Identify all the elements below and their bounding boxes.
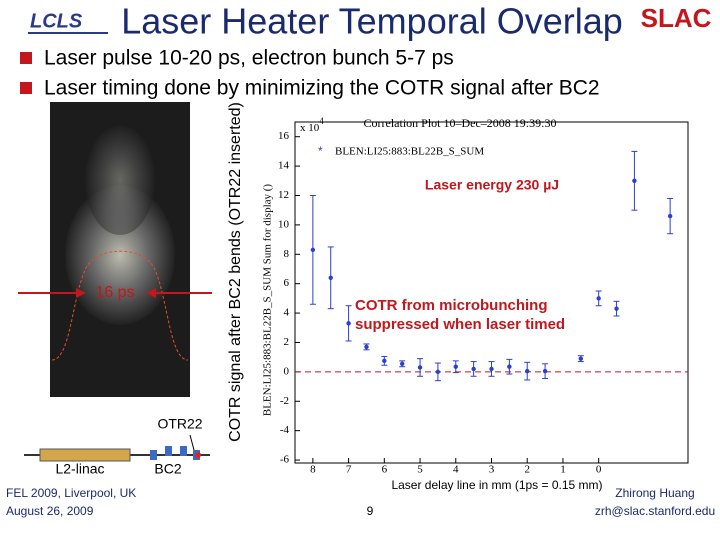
y-scale-base: x 10: [300, 122, 320, 134]
dipole: [165, 446, 172, 456]
data-point: [399, 361, 405, 366]
y-tick-label: 8: [284, 248, 290, 260]
arrow-head: [146, 288, 156, 298]
data-point: [382, 358, 387, 364]
x-tick-label: 2: [524, 464, 530, 476]
page-number: 9: [367, 504, 374, 518]
chart-title: Correlation Plot 10–Dec–2008 19:39:30: [364, 116, 557, 130]
y-tick-label: -6: [280, 454, 290, 466]
data-point: [507, 364, 512, 369]
data-point: [364, 344, 369, 350]
data-point: [632, 178, 637, 183]
data-point: [596, 296, 601, 301]
slide-title: Laser Heater Temporal Overlap: [121, 1, 623, 42]
data-point: [667, 213, 673, 219]
logo-right: SLAC: [641, 3, 712, 33]
data-point: [435, 369, 441, 375]
data-point: [310, 247, 316, 253]
chicane-label: BC2: [154, 461, 181, 477]
y-tick-label: 14: [278, 160, 290, 172]
x-tick-label: 4: [453, 464, 459, 476]
chart-y-label: BLEN:LI25:883:BL22B_S_SUM Sum for displa…: [262, 184, 274, 417]
dipole: [180, 446, 187, 456]
y-scale: x 104: [300, 116, 324, 133]
legend-marker: *: [318, 144, 323, 158]
beam-halo: [85, 125, 155, 235]
data-point: [471, 366, 476, 372]
y-tick-label: -4: [280, 424, 290, 436]
y-tick-label: 2: [284, 336, 290, 348]
y-tick-label: -2: [280, 395, 289, 407]
data-point: [328, 275, 333, 281]
data-point: [417, 365, 423, 370]
y-tick-label: 16: [278, 130, 290, 142]
x-tick-label: 8: [310, 464, 316, 476]
x-tick-label: 0: [596, 464, 602, 476]
x-axis-label: Laser delay line in mm (1ps = 0.15 mm): [391, 478, 602, 492]
bullet-icon: [20, 52, 32, 64]
data-point: [525, 368, 530, 374]
x-tick-label: 7: [346, 464, 352, 476]
annotation: COTR from microbunching suppressed when …: [355, 297, 566, 333]
data-point: [453, 364, 458, 369]
data-point: [614, 306, 619, 311]
outer-y-label: COTR signal after BC2 bends (OTR22 inser…: [227, 102, 244, 442]
x-tick-label: 3: [489, 464, 495, 476]
y-tick-label: 12: [278, 189, 289, 201]
logo-left: LCLS: [30, 10, 83, 32]
beam-spot: [65, 185, 175, 325]
x-tick-label: 1: [560, 464, 566, 476]
x-tick-label: 6: [382, 464, 388, 476]
legend-label: BLEN:LI25:883:BL22B_S_SUM: [335, 146, 484, 158]
screen-marker: [195, 452, 201, 458]
screen-pointer: [189, 434, 195, 451]
data-point: [578, 356, 584, 361]
x-tick-label: 5: [417, 464, 423, 476]
data-point: [542, 368, 548, 374]
y-tick-label: 10: [278, 218, 290, 230]
y-tick-label: 4: [284, 307, 290, 319]
footer-email: zrh@slac.stanford.edu: [595, 504, 715, 518]
bullet: Laser pulse 10-20 ps, electron bunch 5-7…: [44, 47, 454, 70]
arrow-head: [76, 288, 86, 298]
footer-date: August 26, 2009: [6, 504, 94, 518]
footer-author: Zhirong Huang: [615, 486, 694, 500]
linac-label: L2-linac: [55, 461, 104, 477]
bullet: Laser timing done by minimizing the COTR…: [44, 77, 600, 100]
data-point: [489, 366, 494, 372]
bullet-icon: [20, 82, 32, 94]
annotation: Laser energy 230 µJ: [425, 177, 559, 193]
footer-conference: FEL 2009, Liverpool, UK: [6, 486, 136, 500]
y-tick-label: 6: [284, 277, 290, 289]
y-scale-exp: 4: [319, 116, 324, 126]
dipole: [150, 450, 157, 460]
y-tick-label: 0: [284, 365, 290, 377]
linac-section: [39, 448, 131, 462]
annotation-box: COTR from microbunching suppressed when …: [355, 297, 566, 333]
data-point: [346, 321, 351, 326]
plot-frame: [294, 121, 689, 464]
laser-profile: [51, 250, 189, 361]
screen-label: OTR22: [157, 416, 202, 432]
width-label: 16 ps: [95, 284, 134, 301]
